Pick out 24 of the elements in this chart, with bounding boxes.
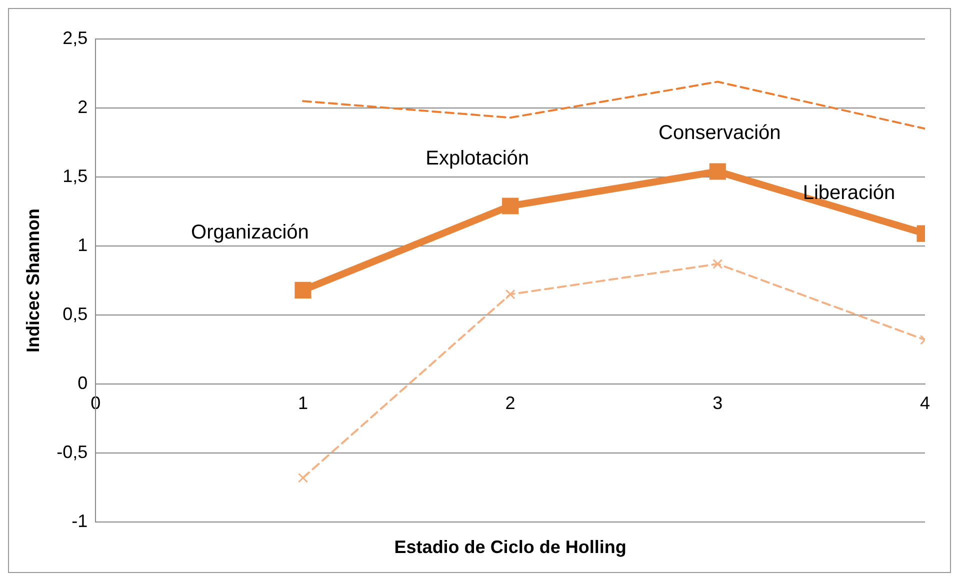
point [712,258,723,269]
annotation: Conservación [658,122,781,144]
x-tick-label: 4 [920,392,930,413]
y-tick-label: -1 [72,510,88,531]
annotation: Organización [191,222,309,244]
point [502,198,519,214]
point [709,163,726,180]
annotation: Liberación [802,182,896,204]
point [505,289,516,300]
y-tick-label: -0,5 [56,442,88,462]
point [294,282,312,298]
y-tick-label: 2,5 [62,28,88,48]
point [298,472,308,483]
x-tick-label: 3 [712,392,723,413]
x-axis-title: Estadio de Ciclo de Holling [394,536,626,557]
x-tick-label: 2 [505,392,516,413]
annotation: Explotación [426,147,530,170]
x-tick-label: 1 [298,392,308,413]
y-axis-title: Indicec Shannon [22,208,43,353]
y-tick-label: 2 [78,96,88,117]
y-tick-label: 1,5 [62,166,88,186]
y-tick-label: 0 [78,372,88,393]
y-tick-label: 1 [78,234,88,255]
y-tick-label: 0,5 [62,304,88,324]
